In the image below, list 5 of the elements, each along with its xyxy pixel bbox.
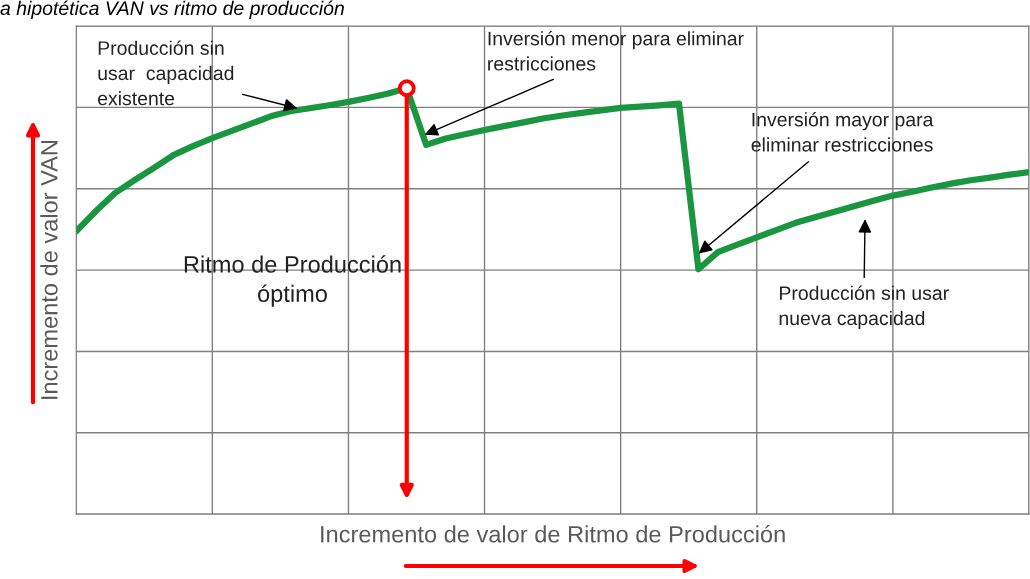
- x-axis-title: Incremento de valor de Ritmo de Producción: [321, 524, 785, 543]
- chart-title: a hipotética VAN vs ritmo de producción: [0, 0, 344, 19]
- annotation: Producción sin usar nueva capacidad: [779, 285, 949, 330]
- annotation: Inversión mayor para eliminar restricciones: [751, 111, 934, 152]
- y-axis-title: Incremento de valor VAN: [40, 141, 58, 399]
